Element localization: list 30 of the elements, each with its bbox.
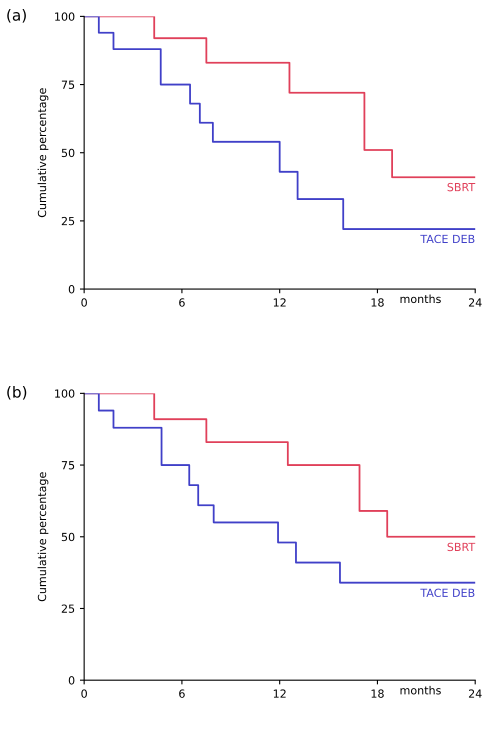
x-tick-label: 6 <box>179 689 185 698</box>
y-tick-label: 50 <box>62 532 74 542</box>
series-label: SBRT <box>448 182 476 192</box>
x-tick-label: 0 <box>81 298 87 307</box>
x-axis-title: months <box>400 686 441 695</box>
y-tick-label: 0 <box>68 676 74 685</box>
x-tick-label: 0 <box>81 689 87 698</box>
y-tick-label: 100 <box>55 12 74 21</box>
series-label: SBRT <box>448 542 476 552</box>
chart-title: (b) <box>7 386 26 400</box>
y-tick-label: 75 <box>62 461 74 470</box>
x-tick-label: 24 <box>468 689 482 698</box>
chart-title: (a) <box>7 9 26 23</box>
x-tick-label: 24 <box>468 298 482 307</box>
x-tick-label: 12 <box>274 689 286 698</box>
x-tick-label: 12 <box>274 298 286 307</box>
y-tick-label: 75 <box>62 80 74 89</box>
x-axis-title: months <box>400 294 441 304</box>
y-axis-title: Cumulative percentage <box>38 472 48 602</box>
y-tick-label: 25 <box>62 216 74 226</box>
x-tick-label: 18 <box>372 298 384 307</box>
y-tick-label: 25 <box>62 604 74 613</box>
y-tick-label: 100 <box>55 389 74 398</box>
series-label: TACE DEB <box>420 234 474 244</box>
x-tick-label: 6 <box>179 298 185 307</box>
x-tick-label: 18 <box>372 689 384 698</box>
series-label: TACE DEB <box>420 588 474 597</box>
y-tick-label: 50 <box>62 148 74 158</box>
y-axis-title: Cumulative percentage <box>38 88 48 218</box>
y-tick-label: 0 <box>68 285 74 294</box>
